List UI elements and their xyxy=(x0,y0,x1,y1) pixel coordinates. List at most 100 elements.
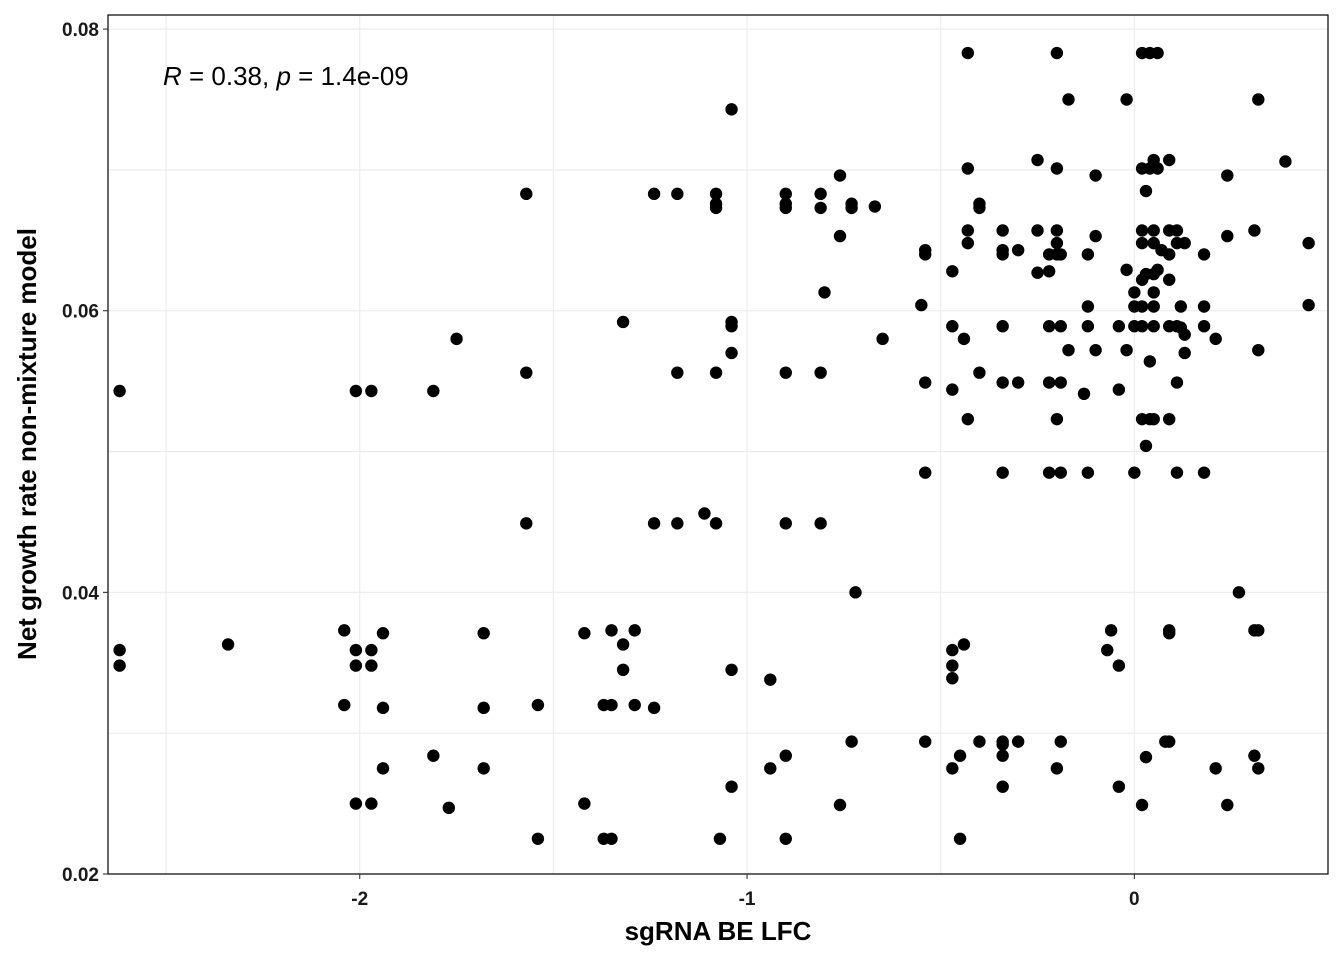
data-point xyxy=(779,187,792,201)
data-point xyxy=(1050,46,1064,60)
data-point xyxy=(605,698,618,712)
data-point xyxy=(1081,248,1095,261)
data-point xyxy=(957,332,971,346)
data-point xyxy=(1054,320,1067,333)
axes: -2 -1 0 0.02 0.04 0.06 0.08 xyxy=(62,20,1140,910)
data-point xyxy=(973,201,986,215)
data-point xyxy=(1050,762,1064,775)
data-point xyxy=(1147,286,1160,299)
data-point xyxy=(845,735,858,748)
data-point xyxy=(1135,320,1149,333)
data-point xyxy=(779,517,792,530)
data-point xyxy=(1120,263,1133,277)
data-point xyxy=(1248,749,1261,762)
data-point xyxy=(1135,236,1149,250)
data-point xyxy=(1054,466,1067,479)
data-point xyxy=(919,466,932,479)
data-point xyxy=(1302,236,1315,250)
data-point xyxy=(1128,286,1141,299)
data-point xyxy=(1135,224,1149,237)
data-point xyxy=(1104,624,1118,637)
data-point xyxy=(953,749,967,762)
data-point xyxy=(1054,248,1067,261)
data-point xyxy=(1139,439,1153,453)
data-point xyxy=(427,384,440,398)
data-point xyxy=(349,384,363,398)
data-point xyxy=(919,735,932,748)
data-point xyxy=(996,320,1009,333)
data-point xyxy=(996,780,1009,793)
data-point xyxy=(376,626,390,640)
data-point xyxy=(365,797,378,810)
data-point xyxy=(1031,266,1044,279)
data-point xyxy=(1135,798,1149,812)
data-point xyxy=(1163,153,1176,167)
data-point xyxy=(1050,412,1064,426)
data-point xyxy=(1050,236,1064,250)
data-point xyxy=(427,749,440,762)
data-point xyxy=(1252,624,1265,637)
data-point xyxy=(709,201,723,215)
data-point xyxy=(647,517,661,530)
data-point xyxy=(1151,162,1164,175)
data-point xyxy=(1089,229,1102,243)
data-point xyxy=(1042,376,1056,389)
data-point xyxy=(1135,300,1149,313)
data-point xyxy=(1163,626,1176,640)
data-point xyxy=(713,832,727,845)
panel-background xyxy=(108,15,1328,874)
data-point xyxy=(1062,343,1075,357)
data-point xyxy=(376,701,390,715)
data-point xyxy=(477,626,490,640)
data-point xyxy=(915,298,928,312)
data-point xyxy=(531,832,545,845)
data-point xyxy=(973,366,986,379)
data-point xyxy=(647,187,661,201)
data-point xyxy=(1062,93,1075,106)
data-point xyxy=(996,376,1009,389)
data-point xyxy=(1178,328,1191,341)
data-point xyxy=(365,384,378,398)
data-point xyxy=(1163,412,1176,426)
data-point xyxy=(1163,735,1176,748)
data-point xyxy=(725,346,738,360)
data-point xyxy=(1221,798,1234,812)
data-point xyxy=(946,320,959,333)
data-point xyxy=(1151,263,1164,277)
x-tick-label: -2 xyxy=(351,889,368,910)
grid-lines xyxy=(108,15,1328,875)
data-point xyxy=(578,797,591,810)
data-point xyxy=(953,832,967,845)
data-point xyxy=(349,643,363,657)
data-point xyxy=(671,517,684,530)
data-point xyxy=(1163,248,1176,261)
data-point xyxy=(1147,412,1160,426)
data-point xyxy=(1139,750,1153,764)
data-point xyxy=(1209,762,1222,775)
data-point xyxy=(1011,376,1025,389)
data-point xyxy=(1248,224,1261,237)
data-point xyxy=(349,659,363,672)
y-tick-label: 0.04 xyxy=(62,583,99,604)
data-point xyxy=(1011,735,1025,748)
data-point xyxy=(1077,387,1091,401)
data-point xyxy=(1163,273,1176,286)
data-point xyxy=(725,780,738,793)
data-point xyxy=(996,749,1009,762)
data-point xyxy=(1151,46,1164,60)
data-point xyxy=(1128,466,1141,479)
data-point xyxy=(1174,300,1188,313)
data-point xyxy=(1232,586,1246,599)
panel-border xyxy=(107,14,1329,875)
data-point xyxy=(996,466,1009,479)
data-point xyxy=(876,332,889,346)
data-point xyxy=(1252,762,1265,775)
y-axis-title: Net growth rate non-mixture model xyxy=(12,228,42,660)
data-point xyxy=(1170,224,1184,237)
y-tick-label: 0.08 xyxy=(62,20,99,41)
data-point xyxy=(376,762,390,775)
data-point xyxy=(1054,735,1067,748)
data-point xyxy=(605,624,618,637)
data-point xyxy=(1197,320,1211,333)
